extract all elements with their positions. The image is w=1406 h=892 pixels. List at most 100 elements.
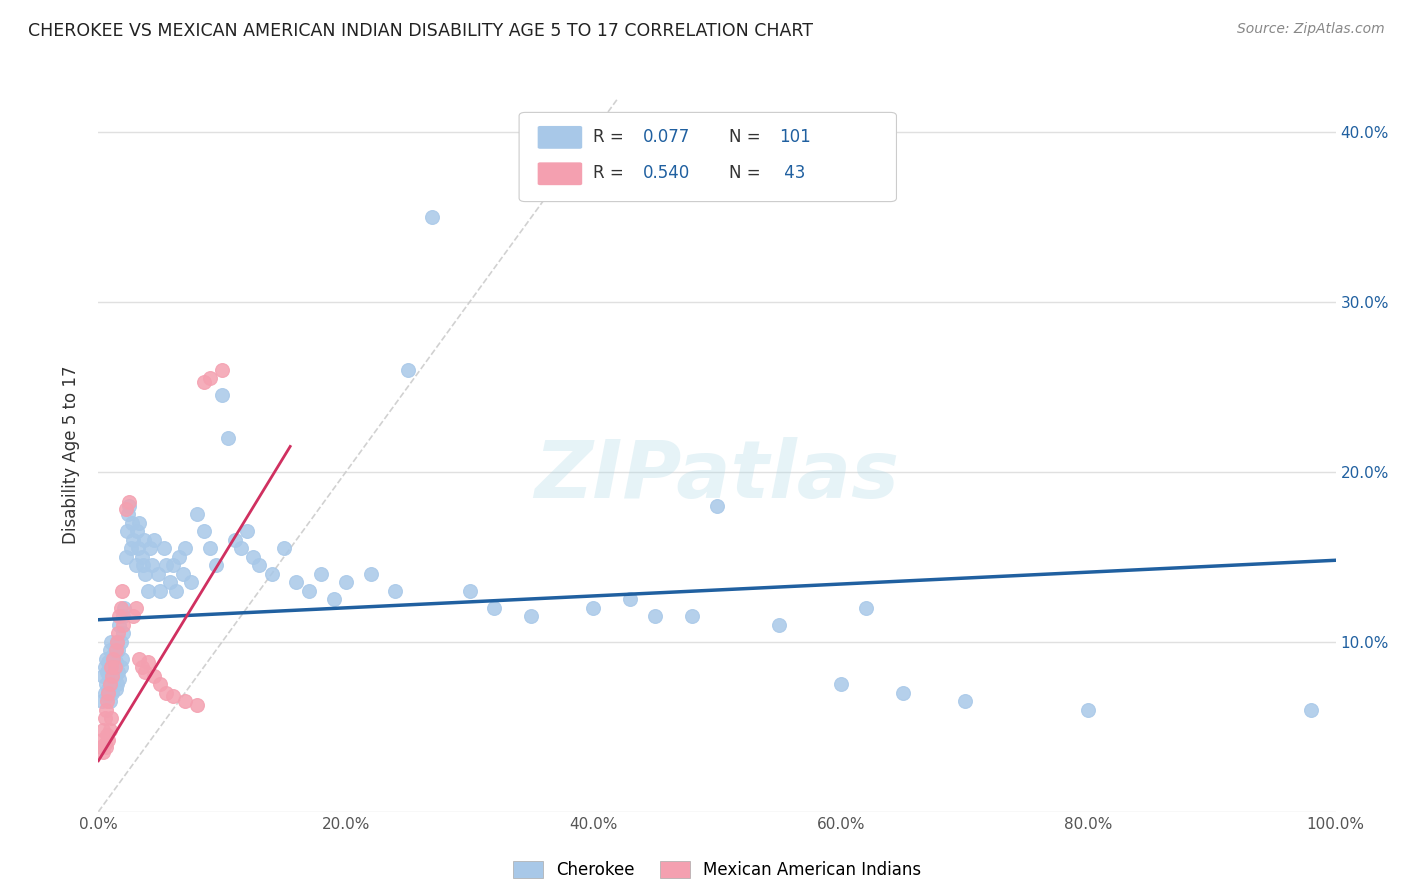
Point xyxy=(104,655,127,669)
Point xyxy=(706,499,728,513)
Point xyxy=(146,566,169,581)
Point xyxy=(134,566,156,581)
Point xyxy=(211,388,233,402)
Point xyxy=(105,635,128,649)
Point xyxy=(186,508,208,522)
Point xyxy=(110,600,132,615)
Point xyxy=(98,643,121,657)
Point xyxy=(422,210,444,224)
Point xyxy=(162,689,184,703)
Point xyxy=(520,609,543,624)
Point xyxy=(124,600,146,615)
Point xyxy=(132,558,155,573)
Point xyxy=(128,652,150,666)
Text: 43: 43 xyxy=(779,164,806,182)
Point xyxy=(104,682,127,697)
Point xyxy=(93,660,115,674)
Text: Source: ZipAtlas.com: Source: ZipAtlas.com xyxy=(1237,22,1385,37)
Point xyxy=(122,609,145,624)
Point xyxy=(103,672,125,686)
Point xyxy=(155,558,177,573)
Point xyxy=(242,549,264,564)
Point xyxy=(159,575,181,590)
Point xyxy=(136,583,159,598)
Point xyxy=(143,669,166,683)
Point xyxy=(93,737,115,751)
Point xyxy=(93,669,115,683)
Point xyxy=(217,431,239,445)
Point xyxy=(110,660,132,674)
Point xyxy=(335,575,357,590)
Y-axis label: Disability Age 5 to 17: Disability Age 5 to 17 xyxy=(62,366,80,544)
Point xyxy=(97,733,120,747)
Text: R =: R = xyxy=(593,128,630,146)
Text: 0.077: 0.077 xyxy=(643,128,690,146)
Point xyxy=(124,558,146,573)
Point xyxy=(111,652,134,666)
Point xyxy=(120,541,142,556)
Point xyxy=(582,600,605,615)
Point xyxy=(110,635,132,649)
FancyBboxPatch shape xyxy=(537,126,582,149)
Point xyxy=(94,740,117,755)
Point xyxy=(141,558,163,573)
Point xyxy=(101,660,124,674)
Point xyxy=(96,689,118,703)
Text: N =: N = xyxy=(730,164,766,182)
Point xyxy=(149,583,172,598)
Point xyxy=(229,541,252,556)
Point xyxy=(100,677,122,691)
Point xyxy=(458,583,481,598)
Point xyxy=(134,533,156,547)
Point xyxy=(105,677,128,691)
Point xyxy=(224,533,246,547)
Point xyxy=(953,694,976,708)
Point xyxy=(98,677,121,691)
Point xyxy=(112,626,135,640)
Point xyxy=(93,686,115,700)
Point xyxy=(855,600,877,615)
Point xyxy=(100,711,122,725)
Point xyxy=(94,677,117,691)
Point xyxy=(93,745,115,759)
Point xyxy=(131,660,153,674)
Point xyxy=(174,541,197,556)
Point xyxy=(172,566,194,581)
Point xyxy=(155,686,177,700)
Point xyxy=(768,617,790,632)
Point xyxy=(167,549,190,564)
Point xyxy=(112,617,135,632)
Point xyxy=(198,371,221,385)
Point xyxy=(103,643,125,657)
Point xyxy=(186,698,208,712)
Point xyxy=(103,669,125,683)
Point xyxy=(91,694,114,708)
Point xyxy=(93,711,115,725)
Point xyxy=(260,566,283,581)
Point xyxy=(143,533,166,547)
Point xyxy=(891,686,914,700)
Point xyxy=(285,575,308,590)
Text: 0.540: 0.540 xyxy=(643,164,690,182)
Point xyxy=(96,665,118,680)
Point xyxy=(273,541,295,556)
Point xyxy=(644,609,666,624)
Point xyxy=(98,723,121,738)
Point xyxy=(193,375,215,389)
Point xyxy=(681,609,703,624)
Point xyxy=(93,723,115,738)
Point xyxy=(121,516,143,530)
Point xyxy=(139,541,162,556)
Point xyxy=(322,592,344,607)
Point xyxy=(484,600,506,615)
Point xyxy=(96,694,118,708)
Point xyxy=(96,728,118,742)
Point xyxy=(108,609,131,624)
Point xyxy=(122,533,145,547)
Point xyxy=(127,541,149,556)
Point xyxy=(100,660,122,674)
Point xyxy=(131,549,153,564)
Point xyxy=(108,617,131,632)
Point xyxy=(107,643,129,657)
Point xyxy=(94,652,117,666)
